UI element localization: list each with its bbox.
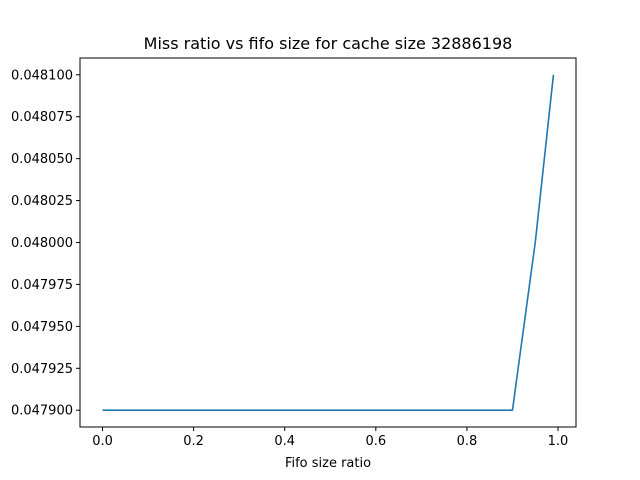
- plot-area: [80, 58, 576, 427]
- x-axis-ticks: 0.0 0.2 0.4 0.6 0.8 1.0: [92, 427, 568, 449]
- y-tick-label: 0.048075: [11, 110, 73, 125]
- x-tick-label: 0.6: [365, 434, 386, 449]
- y-tick-label: 0.048025: [11, 194, 73, 209]
- y-tick-label: 0.047925: [11, 362, 73, 377]
- y-tick-label: 0.047900: [11, 404, 73, 419]
- y-tick-label: 0.048050: [11, 152, 73, 167]
- x-axis-label: Fifo size ratio: [285, 456, 371, 471]
- x-tick-label: 1.0: [548, 434, 569, 449]
- chart-title: Miss ratio vs fifo size for cache size 3…: [144, 34, 513, 53]
- y-tick-label: 0.047975: [11, 278, 73, 293]
- series-line: [102, 74, 555, 412]
- x-tick-label: 0.2: [183, 434, 204, 449]
- y-tick-label: 0.047950: [11, 320, 73, 335]
- x-tick-label: 0.8: [457, 434, 478, 449]
- y-tick-label: 0.048100: [11, 68, 73, 83]
- series-layer: [102, 74, 555, 412]
- x-tick-label: 0.4: [274, 434, 295, 449]
- x-tick-label: 0.0: [92, 434, 113, 449]
- y-axis-ticks: 0.047900 0.047925 0.047950 0.047975 0.048000…: [11, 68, 80, 419]
- y-tick-label: 0.048000: [11, 236, 73, 251]
- plot-frame: [79, 57, 577, 428]
